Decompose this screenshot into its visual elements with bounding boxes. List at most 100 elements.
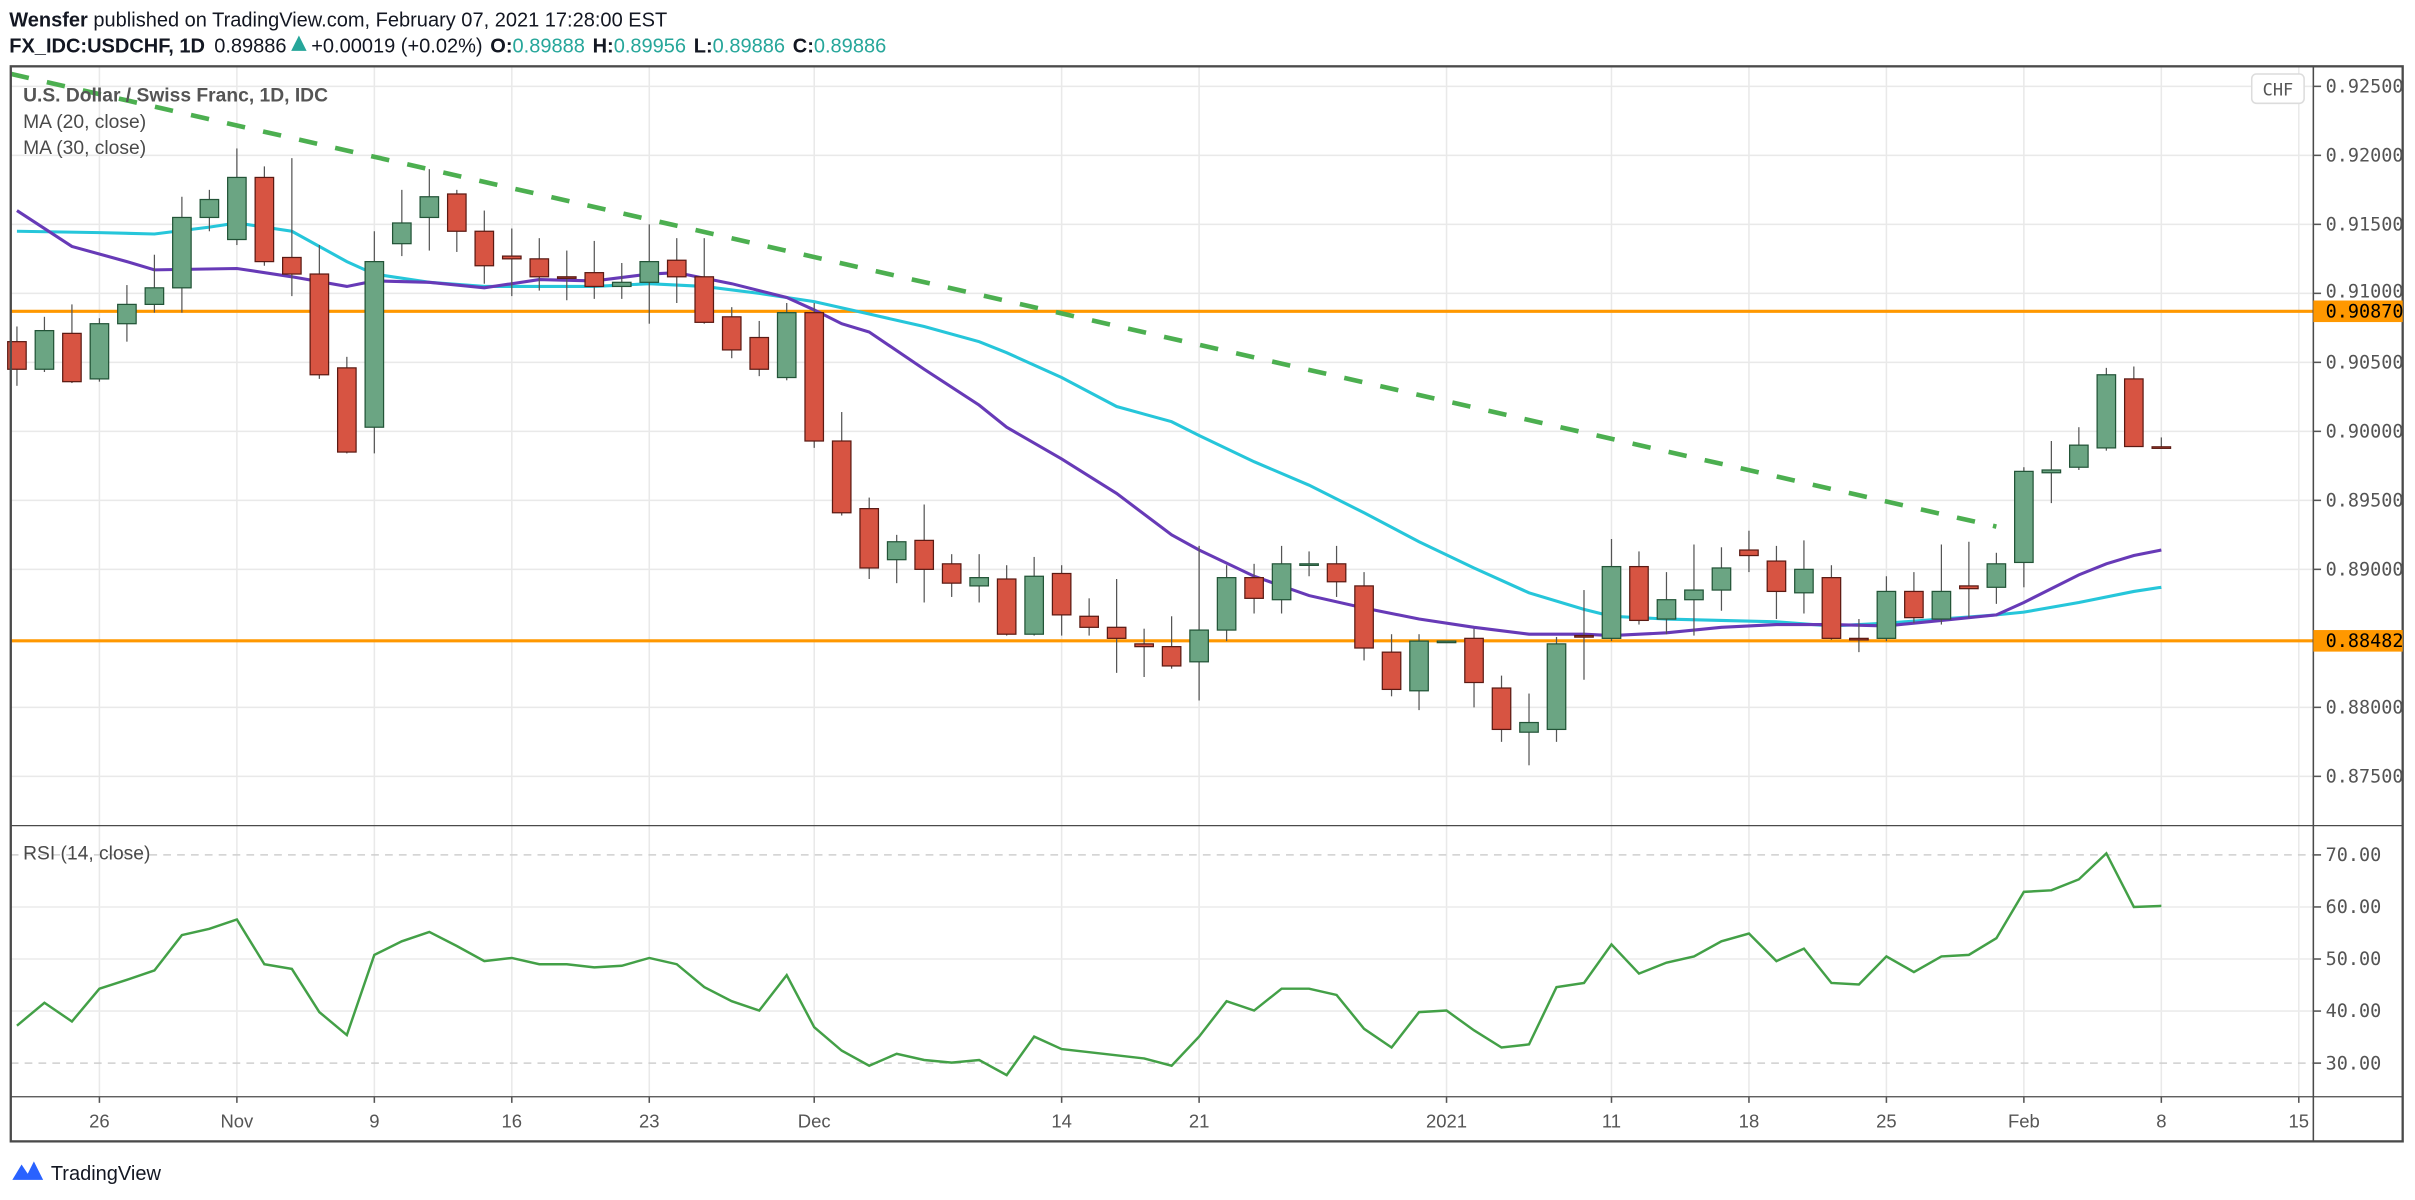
candle-body-down	[2123, 378, 2144, 448]
candle-body-down	[1464, 637, 1484, 684]
tradingview-logo-icon	[12, 1161, 44, 1180]
candle-body-down	[282, 256, 302, 275]
candle	[914, 504, 935, 603]
rsi-pane	[16, 851, 2162, 1077]
candle	[1354, 572, 1374, 661]
candle-body-up	[1986, 563, 2007, 588]
y-tick-label: 0.92000	[2326, 146, 2404, 167]
candle	[1601, 538, 1622, 642]
candle-body-down	[1106, 626, 1127, 639]
author-name[interactable]: Wensfer	[9, 9, 88, 31]
rsi-legend[interactable]: RSI (14, close)	[23, 844, 150, 865]
candle	[749, 320, 770, 377]
candle-body-up	[1216, 577, 1237, 631]
candle	[1134, 628, 1154, 677]
last-price: 0.89886	[214, 35, 286, 57]
candle-body-down	[1354, 585, 1374, 649]
candle-body-down	[831, 440, 852, 514]
candle-body-up	[1656, 599, 1677, 620]
tradingview-logo[interactable]: TradingView	[12, 1161, 162, 1185]
x-tick-label: 21	[1189, 1111, 1210, 1132]
candle	[1711, 547, 1732, 611]
candle	[446, 189, 467, 252]
candle-body-down	[309, 273, 330, 376]
candle-body-up	[1601, 565, 1622, 639]
candle-body-down	[1491, 687, 1512, 731]
ma20-legend[interactable]: MA (20, close)	[23, 112, 146, 133]
candle	[969, 554, 990, 603]
candle	[2123, 366, 2144, 448]
open-value: 0.89888	[513, 35, 585, 57]
x-tick-label: 26	[89, 1111, 110, 1132]
candle	[1189, 545, 1209, 701]
candle-body-down	[996, 578, 1017, 635]
candle	[1656, 572, 1677, 635]
candle-body-down	[1904, 590, 1924, 619]
publish-line: Wensfer published on TradingView.com, Fe…	[9, 9, 667, 31]
x-tick-label: 14	[1051, 1111, 1072, 1132]
close-value: 0.89886	[814, 35, 886, 57]
y-tick-label: 0.87500	[2326, 767, 2404, 788]
candle	[2014, 467, 2034, 588]
candle-body-down	[1079, 615, 1099, 628]
rsi-y-tick-label: 40.00	[2326, 1001, 2382, 1022]
x-tick-label: 9	[369, 1111, 379, 1132]
y-tick-label: 0.90500	[2326, 353, 2404, 374]
currency-label: CHF	[2263, 80, 2294, 100]
candle	[556, 250, 577, 301]
candle-body-down	[1051, 572, 1072, 616]
candle	[1794, 540, 1814, 614]
candle-body-up	[1546, 643, 1567, 731]
candle-body-up	[1436, 640, 1457, 644]
y-tick-label: 0.90000	[2326, 422, 2404, 443]
candle	[227, 148, 247, 246]
x-tick-label: Dec	[798, 1111, 831, 1132]
candle-body-up	[2014, 470, 2034, 564]
level-price-tag	[2313, 300, 2403, 323]
candle	[1491, 675, 1512, 742]
currency-badge[interactable]: CHF	[2250, 73, 2305, 105]
rsi-line	[16, 851, 2162, 1077]
candle	[639, 224, 660, 324]
y-tick-label: 0.91000	[2326, 281, 2404, 302]
candle	[1381, 634, 1402, 697]
candle	[1024, 556, 1045, 636]
trendline[interactable]	[10, 71, 1997, 529]
level-price-label: 0.90870	[2326, 301, 2404, 322]
candle	[144, 254, 165, 313]
candle	[89, 318, 110, 382]
candle	[34, 316, 55, 373]
candle-body-up	[89, 323, 110, 380]
candle-body-down	[446, 193, 467, 232]
candle	[584, 240, 605, 299]
candle	[1299, 551, 1319, 577]
symbol-name: FX_IDC:USDCHF, 1D	[9, 35, 205, 57]
candle	[309, 245, 330, 379]
candle-body-down	[529, 258, 550, 278]
candle-body-down	[749, 336, 770, 370]
candle	[694, 238, 715, 324]
candle-body-down	[721, 316, 742, 351]
candle	[1436, 640, 1457, 644]
candle-body-up	[227, 176, 247, 241]
candle-body-down	[556, 276, 577, 279]
candle	[1766, 545, 1787, 620]
candle	[859, 497, 880, 580]
candle-body-up	[364, 260, 385, 428]
ma30-legend[interactable]: MA (30, close)	[23, 138, 146, 159]
candle	[1464, 628, 1484, 708]
candle-body-down	[501, 255, 522, 260]
candle-body-up	[172, 216, 192, 289]
price-axis[interactable]: 0.92500 0.92000 0.91500 0.91000 0.90500 0.900…	[2313, 77, 2404, 1075]
candle-body-down	[1134, 643, 1154, 648]
candle	[117, 285, 137, 342]
candle-body-up	[1519, 721, 1539, 733]
candle-body-down	[1326, 563, 1347, 583]
time-axis[interactable]: 26 Nov 9 16 23 Dec 14 21 2021 11 18 25 Feb 8 15	[89, 1096, 2309, 1132]
candle	[666, 238, 687, 304]
candle-body-up	[611, 281, 632, 288]
price-change: +0.00019 (+0.02%)	[311, 35, 482, 57]
x-tick-label: Nov	[220, 1111, 254, 1132]
publish-info: published on TradingView.com, February 0…	[88, 9, 667, 31]
